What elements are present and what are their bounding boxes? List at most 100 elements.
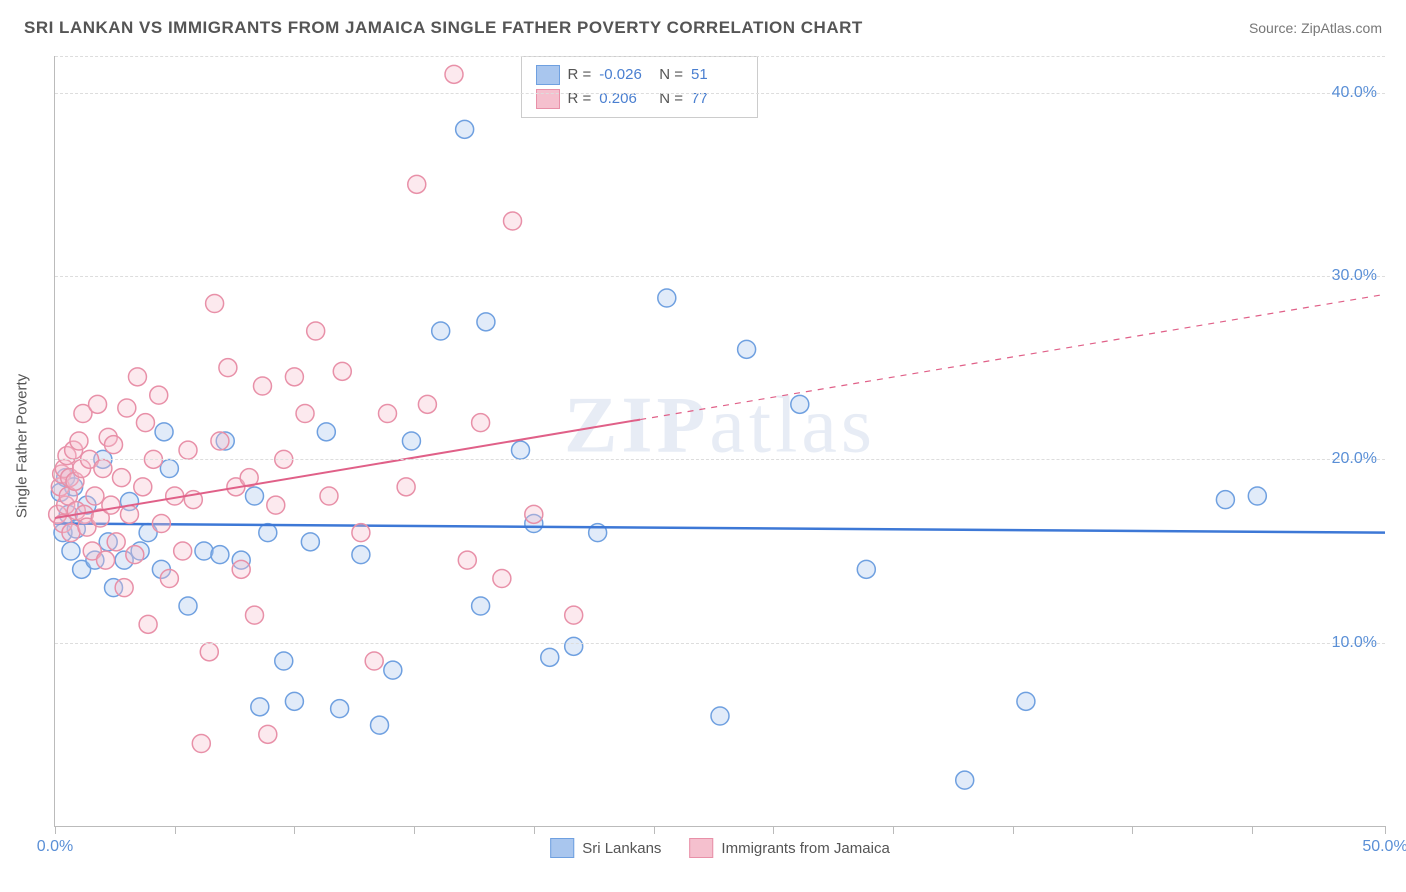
chart-title: SRI LANKAN VS IMMIGRANTS FROM JAMAICA SI… <box>24 18 863 38</box>
scatter-point-immigrants_jamaica <box>134 478 152 496</box>
stat-r-label: R = <box>568 87 592 111</box>
scatter-point-sri_lankans <box>331 700 349 718</box>
y-tick-label: 20.0% <box>1332 450 1377 468</box>
y-tick-label: 10.0% <box>1332 634 1377 652</box>
y-axis-title: Single Father Poverty <box>14 374 31 518</box>
scatter-point-immigrants_jamaica <box>139 615 157 633</box>
scatter-point-sri_lankans <box>246 487 264 505</box>
trendline-solid-immigrants_jamaica <box>55 420 640 518</box>
scatter-point-immigrants_jamaica <box>89 395 107 413</box>
scatter-point-sri_lankans <box>472 597 490 615</box>
scatter-point-immigrants_jamaica <box>107 533 125 551</box>
scatter-point-immigrants_jamaica <box>365 652 383 670</box>
legend-swatch-sri-lankans <box>550 838 574 858</box>
scatter-point-immigrants_jamaica <box>525 505 543 523</box>
y-tick-label: 40.0% <box>1332 84 1377 102</box>
x-tick-label-start: 0.0% <box>37 838 73 856</box>
stat-n-label: N = <box>659 87 683 111</box>
scatter-point-sri_lankans <box>432 322 450 340</box>
scatter-point-sri_lankans <box>477 313 495 331</box>
trendline-solid-sri_lankans <box>55 524 1385 533</box>
scatter-point-immigrants_jamaica <box>86 487 104 505</box>
scatter-point-sri_lankans <box>179 597 197 615</box>
scatter-point-immigrants_jamaica <box>120 505 138 523</box>
scatter-point-sri_lankans <box>1216 491 1234 509</box>
scatter-point-immigrants_jamaica <box>232 560 250 578</box>
scatter-point-sri_lankans <box>384 661 402 679</box>
scatter-point-sri_lankans <box>402 432 420 450</box>
stats-row-sri-lankans: R = -0.026 N = 51 <box>536 63 744 87</box>
scatter-point-immigrants_jamaica <box>253 377 271 395</box>
scatter-point-sri_lankans <box>1017 692 1035 710</box>
scatter-point-immigrants_jamaica <box>115 579 133 597</box>
scatter-point-sri_lankans <box>565 637 583 655</box>
scatter-point-immigrants_jamaica <box>206 295 224 313</box>
scatter-point-immigrants_jamaica <box>150 386 168 404</box>
legend-label-0: Sri Lankans <box>582 840 661 857</box>
stat-n-value-0: 51 <box>691 63 743 87</box>
scatter-point-immigrants_jamaica <box>307 322 325 340</box>
scatter-point-immigrants_jamaica <box>246 606 264 624</box>
scatter-point-immigrants_jamaica <box>113 469 131 487</box>
stats-legend-box: R = -0.026 N = 51 R = 0.206 N = 77 <box>521 56 759 118</box>
stat-r-label: R = <box>568 63 592 87</box>
scatter-point-sri_lankans <box>251 698 269 716</box>
scatter-point-sri_lankans <box>352 546 370 564</box>
scatter-point-sri_lankans <box>301 533 319 551</box>
scatter-point-sri_lankans <box>456 120 474 138</box>
scatter-point-immigrants_jamaica <box>379 405 397 423</box>
scatter-point-sri_lankans <box>658 289 676 307</box>
y-tick-label: 30.0% <box>1332 267 1377 285</box>
swatch-sri-lankans <box>536 65 560 85</box>
scatter-point-sri_lankans <box>211 546 229 564</box>
scatter-point-immigrants_jamaica <box>219 359 237 377</box>
chart-source: Source: ZipAtlas.com <box>1249 20 1382 36</box>
scatter-point-sri_lankans <box>1248 487 1266 505</box>
scatter-point-immigrants_jamaica <box>118 399 136 417</box>
chart-header: SRI LANKAN VS IMMIGRANTS FROM JAMAICA SI… <box>24 18 1382 38</box>
scatter-point-sri_lankans <box>160 460 178 478</box>
legend-item-jamaica: Immigrants from Jamaica <box>689 838 889 858</box>
bottom-legend: Sri Lankans Immigrants from Jamaica <box>550 838 890 858</box>
scatter-point-immigrants_jamaica <box>285 368 303 386</box>
scatter-point-immigrants_jamaica <box>472 414 490 432</box>
scatter-point-immigrants_jamaica <box>70 432 88 450</box>
stat-n-value-1: 77 <box>691 87 743 111</box>
scatter-point-immigrants_jamaica <box>97 551 115 569</box>
scatter-point-immigrants_jamaica <box>418 395 436 413</box>
stat-n-label: N = <box>659 63 683 87</box>
scatter-point-immigrants_jamaica <box>397 478 415 496</box>
scatter-point-immigrants_jamaica <box>408 175 426 193</box>
x-tick-label-end: 50.0% <box>1362 838 1406 856</box>
legend-label-1: Immigrants from Jamaica <box>721 840 889 857</box>
scatter-point-sri_lankans <box>711 707 729 725</box>
scatter-point-immigrants_jamaica <box>128 368 146 386</box>
scatter-point-immigrants_jamaica <box>320 487 338 505</box>
stat-r-value-1: 0.206 <box>599 87 651 111</box>
scatter-point-sri_lankans <box>259 524 277 542</box>
scatter-point-immigrants_jamaica <box>493 570 511 588</box>
legend-swatch-jamaica <box>689 838 713 858</box>
scatter-point-immigrants_jamaica <box>174 542 192 560</box>
scatter-point-sri_lankans <box>541 648 559 666</box>
scatter-point-immigrants_jamaica <box>102 496 120 514</box>
scatter-point-immigrants_jamaica <box>333 362 351 380</box>
scatter-point-sri_lankans <box>371 716 389 734</box>
scatter-svg <box>55 56 1385 826</box>
scatter-point-immigrants_jamaica <box>296 405 314 423</box>
scatter-point-immigrants_jamaica <box>94 460 112 478</box>
scatter-point-immigrants_jamaica <box>152 515 170 533</box>
scatter-point-immigrants_jamaica <box>504 212 522 230</box>
scatter-point-sri_lankans <box>317 423 335 441</box>
scatter-point-sri_lankans <box>155 423 173 441</box>
scatter-point-immigrants_jamaica <box>192 735 210 753</box>
scatter-point-sri_lankans <box>956 771 974 789</box>
scatter-point-sri_lankans <box>285 692 303 710</box>
scatter-point-immigrants_jamaica <box>565 606 583 624</box>
scatter-point-immigrants_jamaica <box>126 546 144 564</box>
scatter-point-immigrants_jamaica <box>259 725 277 743</box>
scatter-point-sri_lankans <box>275 652 293 670</box>
scatter-point-immigrants_jamaica <box>352 524 370 542</box>
scatter-point-sri_lankans <box>857 560 875 578</box>
scatter-point-immigrants_jamaica <box>136 414 154 432</box>
